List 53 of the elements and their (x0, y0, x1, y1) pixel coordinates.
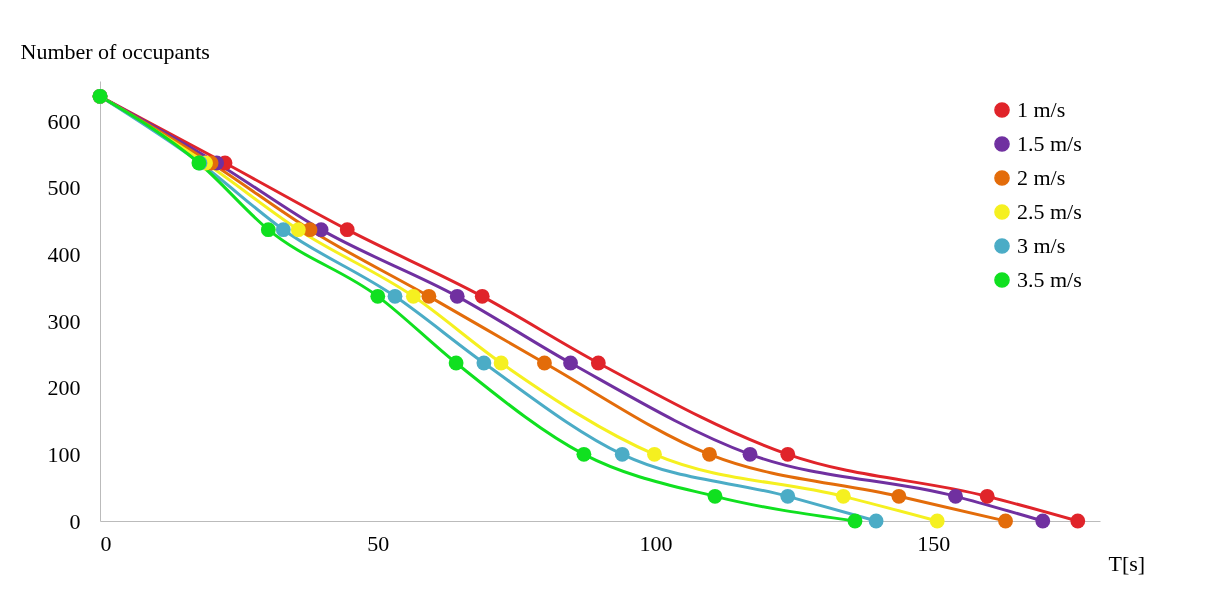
point (742, 446, 758, 462)
point (290, 222, 306, 238)
point (449, 288, 465, 304)
point (998, 513, 1013, 529)
y-tick-label: 200 (47, 375, 81, 401)
point (576, 446, 592, 462)
point (563, 355, 578, 371)
y-tick-label: 0 (69, 508, 81, 534)
x-tick-label: 150 (917, 530, 951, 556)
point (835, 488, 851, 504)
y-tick-label: 100 (47, 441, 81, 467)
y-tick-label: 400 (47, 241, 81, 267)
point (979, 488, 995, 504)
y-tick-label: 500 (47, 175, 81, 201)
legend-label: 2 m/s (1017, 165, 1066, 190)
point (476, 355, 492, 371)
point (260, 222, 276, 238)
point (780, 488, 796, 504)
point (370, 288, 386, 304)
point (339, 222, 355, 238)
point (1035, 513, 1051, 529)
point (275, 222, 291, 238)
point (891, 488, 907, 504)
point (868, 513, 884, 529)
y-tick-label: 300 (47, 308, 81, 334)
legend-label: 3 m/s (1017, 233, 1066, 258)
point (647, 446, 662, 462)
point (707, 488, 723, 504)
point (702, 446, 717, 462)
point (448, 355, 464, 371)
legend-label: 3.5 m/s (1017, 267, 1082, 292)
point (387, 288, 403, 304)
point (948, 488, 963, 504)
point (614, 446, 630, 462)
x-tick-label: 50 (367, 530, 390, 556)
point (493, 355, 509, 371)
legend-label: 1 m/s (1017, 97, 1066, 122)
y-tick-label: 600 (47, 108, 81, 134)
point (405, 288, 421, 304)
point (780, 446, 796, 462)
point (847, 513, 863, 529)
legend-label: 2.5 m/s (1017, 199, 1082, 224)
point (590, 355, 606, 371)
y-axis-title: Number of occupants (20, 38, 210, 64)
point (474, 288, 490, 304)
point (1070, 513, 1086, 529)
x-tick-label: 100 (639, 530, 673, 556)
x-tick-label: 0 (100, 530, 112, 556)
x-axis-title: T[s] (1108, 550, 1146, 576)
point (421, 288, 437, 304)
point (537, 355, 552, 371)
legend-label: 1.5 m/s (1017, 131, 1082, 156)
point (929, 513, 945, 529)
